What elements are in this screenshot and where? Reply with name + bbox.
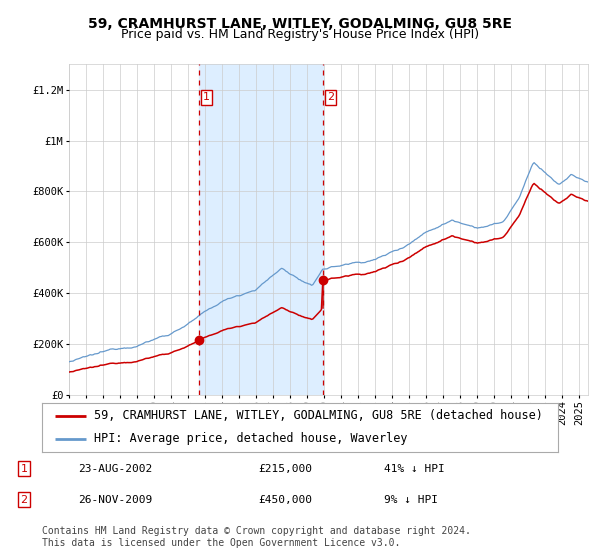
Text: £215,000: £215,000 [258, 464, 312, 474]
Text: 2: 2 [327, 92, 334, 102]
Text: 1: 1 [203, 92, 210, 102]
Text: 59, CRAMHURST LANE, WITLEY, GODALMING, GU8 5RE: 59, CRAMHURST LANE, WITLEY, GODALMING, G… [88, 17, 512, 31]
Text: HPI: Average price, detached house, Waverley: HPI: Average price, detached house, Wave… [94, 432, 407, 445]
Text: 1: 1 [20, 464, 28, 474]
Bar [199, 64, 323, 395]
Text: 2: 2 [20, 494, 28, 505]
Text: 26-NOV-2009: 26-NOV-2009 [78, 494, 152, 505]
Text: 23-AUG-2002: 23-AUG-2002 [78, 464, 152, 474]
Text: 41% ↓ HPI: 41% ↓ HPI [384, 464, 445, 474]
Text: Contains HM Land Registry data © Crown copyright and database right 2024.
This d: Contains HM Land Registry data © Crown c… [42, 526, 471, 548]
Text: Price paid vs. HM Land Registry's House Price Index (HPI): Price paid vs. HM Land Registry's House … [121, 28, 479, 41]
Text: 9% ↓ HPI: 9% ↓ HPI [384, 494, 438, 505]
Text: £450,000: £450,000 [258, 494, 312, 505]
Text: 59, CRAMHURST LANE, WITLEY, GODALMING, GU8 5RE (detached house): 59, CRAMHURST LANE, WITLEY, GODALMING, G… [94, 409, 542, 422]
